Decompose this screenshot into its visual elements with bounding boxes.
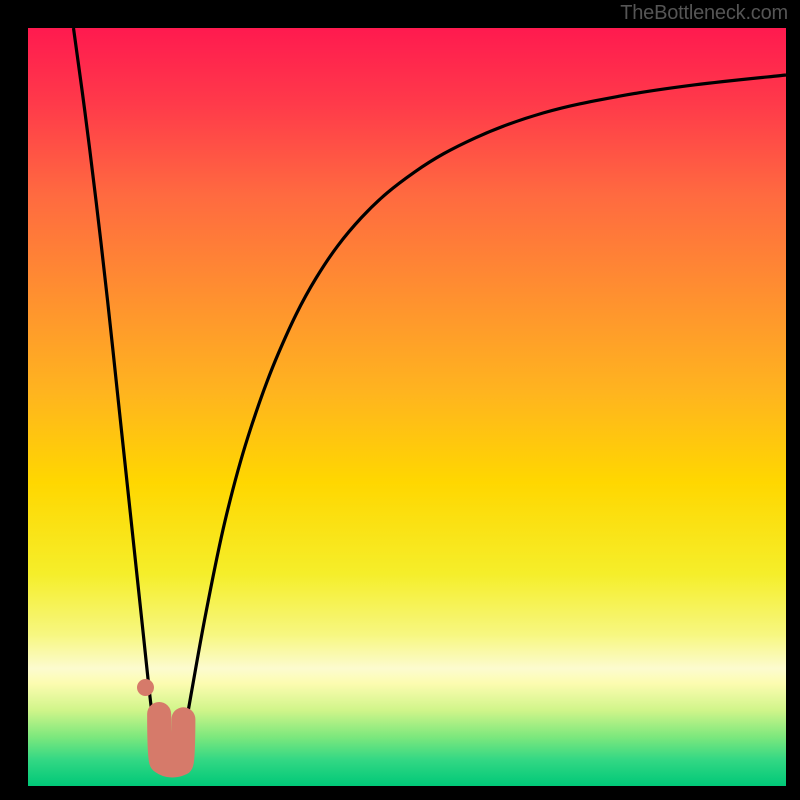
chart-container: TheBottleneck.com (0, 0, 800, 800)
watermark-text: TheBottleneck.com (620, 2, 788, 25)
marker-dot (137, 679, 154, 696)
plot-background (28, 28, 786, 786)
bottleneck-chart (0, 0, 800, 800)
